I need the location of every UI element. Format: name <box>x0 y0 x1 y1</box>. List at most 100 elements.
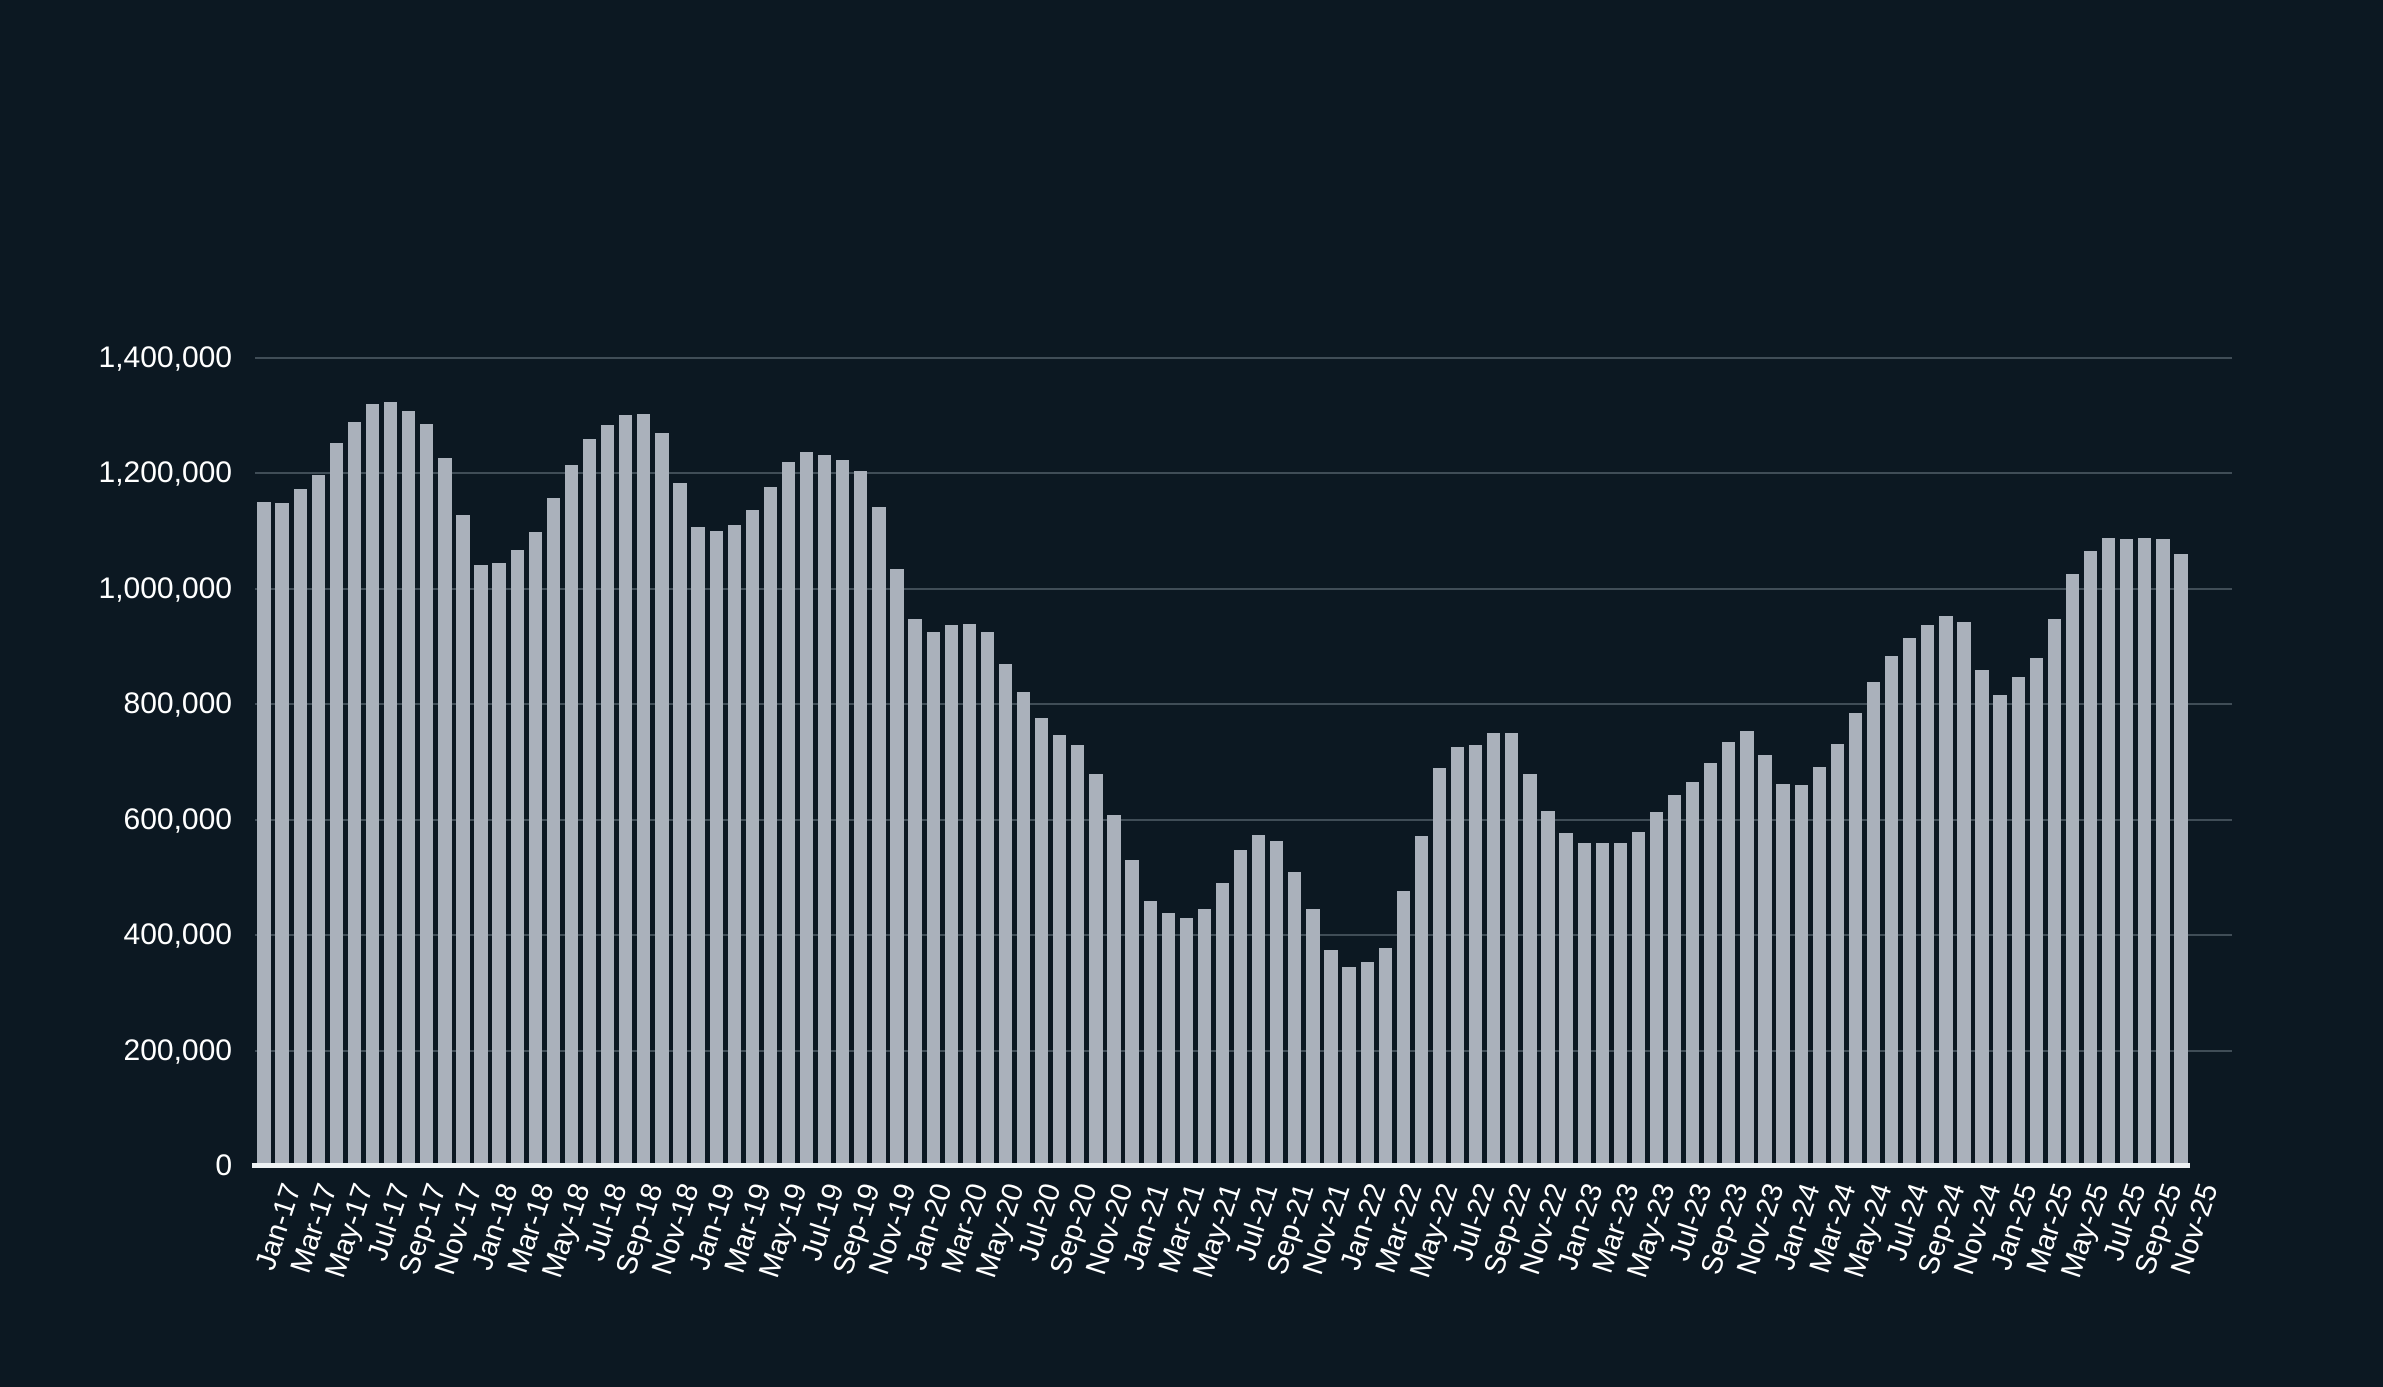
bar-May-20 <box>980 631 995 1166</box>
bar-Jul-24 <box>1884 656 1899 1166</box>
bar-Nov-20 <box>1089 774 1103 1166</box>
bar-May-19 <box>763 486 778 1166</box>
bar-Aug-19 <box>818 454 832 1166</box>
bar-Dec-20 <box>1107 815 1121 1166</box>
bar-Jan-24 <box>1776 783 1790 1166</box>
gridline-600000 <box>255 818 2232 821</box>
bar-Jan-17 <box>257 502 271 1166</box>
bar-Aug-24 <box>1903 637 1917 1166</box>
bar-Dec-22 <box>1541 811 1555 1166</box>
bar-Sep-24 <box>1921 624 1935 1166</box>
bar-Nov-25 <box>2174 554 2188 1166</box>
bar-Jul-23 <box>1667 794 1682 1166</box>
y-tick-label: 600,000 <box>123 802 232 836</box>
bar-Oct-17 <box>420 423 434 1166</box>
bar-Mar-25 <box>2029 658 2043 1166</box>
bar-Sep-23 <box>1704 763 1718 1166</box>
bar-Dec-23 <box>1758 755 1772 1166</box>
bar-Mar-20 <box>944 625 958 1166</box>
bar-Jun-21 <box>1215 883 1230 1166</box>
bar-Dec-19 <box>890 569 904 1166</box>
bar-Dec-21 <box>1324 949 1338 1166</box>
bar-Aug-23 <box>1686 782 1700 1166</box>
bar-Jan-23 <box>1559 833 1573 1166</box>
bar-May-21 <box>1197 909 1212 1166</box>
gridline-1200000 <box>255 472 2232 475</box>
bar-May-18 <box>546 498 561 1166</box>
gridline-1000000 <box>255 587 2232 590</box>
gridline-1400000 <box>255 357 2232 359</box>
bar-Jan-20 <box>908 618 922 1166</box>
bar-Jul-22 <box>1450 747 1465 1166</box>
bar-Mar-24 <box>1812 767 1826 1166</box>
bar-Jul-20 <box>1016 692 1031 1166</box>
bar-Apr-19 <box>745 510 759 1166</box>
bar-Feb-17 <box>275 503 289 1166</box>
bar-Jun-25 <box>2083 550 2098 1166</box>
y-tick-label: 1,000,000 <box>98 571 232 605</box>
bar-Sep-20 <box>1053 735 1067 1166</box>
plot-area <box>255 357 2232 1166</box>
bar-Feb-21 <box>1143 900 1157 1166</box>
bar-Sep-22 <box>1487 733 1501 1166</box>
bar-Mar-23 <box>1595 842 1609 1166</box>
bar-Apr-17 <box>311 474 325 1166</box>
bar-Jul-18 <box>582 439 597 1166</box>
bar-May-17 <box>329 443 344 1166</box>
bar-Feb-20 <box>926 631 940 1166</box>
bar-Mar-18 <box>510 550 524 1166</box>
bar-Mar-21 <box>1161 913 1175 1166</box>
bar-Oct-20 <box>1071 744 1085 1166</box>
y-tick-label: 200,000 <box>123 1033 232 1067</box>
bar-Apr-22 <box>1396 891 1410 1166</box>
y-tick-label: 1,400,000 <box>98 341 232 374</box>
bar-Jan-18 <box>474 564 488 1166</box>
bar-Feb-25 <box>2011 677 2025 1166</box>
bar-Nov-24 <box>1957 622 1971 1166</box>
bar-Jun-22 <box>1432 767 1447 1166</box>
bar-Apr-20 <box>962 624 976 1166</box>
bar-Aug-20 <box>1035 718 1049 1166</box>
bar-Jul-21 <box>1233 849 1248 1166</box>
bar-Jun-24 <box>1866 682 1881 1166</box>
bar-Aug-25 <box>2120 539 2134 1166</box>
bar-Aug-18 <box>600 424 615 1166</box>
bar-May-25 <box>2065 574 2080 1166</box>
bar-Feb-19 <box>709 530 723 1166</box>
bar-Jun-17 <box>347 422 362 1166</box>
bar-Apr-24 <box>1830 744 1844 1166</box>
gridline-800000 <box>255 703 2232 706</box>
bar-Sep-21 <box>1270 840 1284 1166</box>
bar-Jul-17 <box>365 404 380 1166</box>
bar-Jan-25 <box>1993 695 2007 1166</box>
bar-Oct-18 <box>637 413 651 1166</box>
bar-Jan-19 <box>691 527 705 1166</box>
bar-Jul-25 <box>2101 537 2116 1166</box>
bar-Sep-18 <box>619 415 633 1166</box>
bar-May-24 <box>1848 712 1863 1166</box>
bar-May-23 <box>1631 832 1646 1166</box>
bar-Feb-18 <box>492 562 506 1166</box>
bar-Oct-21 <box>1288 871 1302 1166</box>
bar-Aug-17 <box>383 401 398 1166</box>
bar-Feb-23 <box>1577 842 1591 1166</box>
bar-Jan-22 <box>1342 967 1356 1166</box>
bar-Apr-25 <box>2047 619 2061 1166</box>
x-axis-baseline <box>252 1163 2190 1168</box>
bar-Feb-22 <box>1360 961 1374 1166</box>
bar-Feb-24 <box>1794 784 1808 1166</box>
bar-Oct-24 <box>1939 615 1953 1166</box>
bar-Apr-23 <box>1613 843 1627 1166</box>
bar-Jun-23 <box>1649 811 1664 1166</box>
bar-Jun-18 <box>564 464 579 1166</box>
bar-Nov-21 <box>1306 909 1320 1166</box>
bar-Mar-22 <box>1378 947 1392 1166</box>
bar-Dec-18 <box>673 483 687 1166</box>
bar-Oct-19 <box>854 470 868 1166</box>
bar-Jul-19 <box>799 451 814 1166</box>
bar-Sep-19 <box>836 459 850 1166</box>
bar-Nov-22 <box>1523 774 1537 1166</box>
bar-Nov-19 <box>872 507 886 1166</box>
y-tick-label: 1,200,000 <box>98 456 232 490</box>
